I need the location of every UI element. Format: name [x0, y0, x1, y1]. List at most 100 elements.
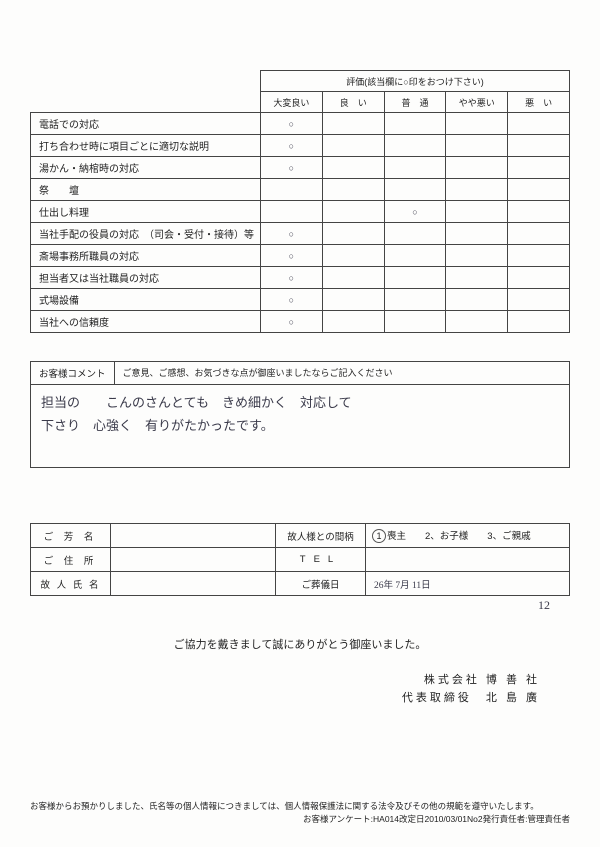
eval-cell[interactable] [322, 311, 384, 333]
eval-cell[interactable] [508, 311, 570, 333]
eval-cell[interactable] [261, 179, 323, 201]
funeral-date-field[interactable]: 26年 7月 11日 [366, 572, 570, 596]
info-table: ご 芳 名 故人様との間柄 1喪主 2、お子様 3、ご親戚 ご 住 所 TEL … [30, 523, 570, 596]
eval-row-label: 電話での対応 [31, 113, 261, 135]
eval-cell[interactable] [384, 267, 446, 289]
comment-body[interactable]: 担当の こんのさんとても きめ細かく 対応して 下さり 心強く 有りがたかったで… [30, 384, 570, 468]
eval-cell[interactable] [322, 267, 384, 289]
eval-row-label: 斎場事務所職員の対応 [31, 245, 261, 267]
eval-cell[interactable] [446, 311, 508, 333]
eval-cell[interactable] [322, 201, 384, 223]
eval-cell[interactable] [508, 267, 570, 289]
eval-cell[interactable] [384, 113, 446, 135]
company-block: 株式会社 博 善 社 代表取締役 北 島 廣 [30, 672, 570, 707]
eval-cell[interactable] [446, 201, 508, 223]
company-name: 株式会社 博 善 社 [30, 672, 540, 690]
rating-header-1: 良 い [322, 92, 384, 113]
eval-row: 祭 壇 [31, 179, 570, 201]
eval-cell[interactable]: ○ [261, 267, 323, 289]
eval-row: 当社手配の役員の対応 （司会・受付・接待）等○ [31, 223, 570, 245]
addr-field[interactable] [111, 548, 276, 572]
eval-cell[interactable] [322, 289, 384, 311]
eval-cell[interactable] [508, 245, 570, 267]
eval-cell[interactable] [508, 135, 570, 157]
rating-header-3: やや悪い [446, 92, 508, 113]
eval-row-label: 仕出し料理 [31, 201, 261, 223]
funeral-date-label: ご葬儀日 [276, 572, 366, 596]
eval-row-label: 式場設備 [31, 289, 261, 311]
name-field[interactable] [111, 524, 276, 548]
eval-cell[interactable] [322, 157, 384, 179]
eval-cell[interactable] [508, 157, 570, 179]
footer: お客様からお預かりしました、氏名等の個人情報につきましては、個人情報保護法に関す… [30, 800, 570, 827]
rating-header-0: 大変良い [261, 92, 323, 113]
eval-cell[interactable] [446, 135, 508, 157]
eval-row: 湯かん・納棺時の対応○ [31, 157, 570, 179]
comment-instruction: ご意見、ご感想、お気づきな点が御座いましたならご記入ください [115, 362, 569, 384]
eval-row: 当社への信頼度○ [31, 311, 570, 333]
eval-row: 電話での対応○ [31, 113, 570, 135]
comment-section: お客様コメント ご意見、ご感想、お気づきな点が御座いましたならご記入ください 担… [30, 361, 570, 468]
eval-row-label: 湯かん・納棺時の対応 [31, 157, 261, 179]
eval-cell[interactable] [508, 179, 570, 201]
eval-cell[interactable] [384, 311, 446, 333]
rating-header-4: 悪 い [508, 92, 570, 113]
eval-cell[interactable]: ○ [384, 201, 446, 223]
footer-docinfo: お客様アンケート:HA014改定日2010/03/01No2発行責任者:管理責任… [30, 813, 570, 827]
eval-cell[interactable] [322, 245, 384, 267]
eval-cell[interactable] [446, 179, 508, 201]
eval-cell[interactable]: ○ [261, 157, 323, 179]
eval-cell[interactable] [322, 223, 384, 245]
eval-row: 担当者又は当社職員の対応○ [31, 267, 570, 289]
comment-line2: 下さり 心強く 有りがたかったです。 [41, 414, 559, 437]
eval-row: 式場設備○ [31, 289, 570, 311]
eval-cell[interactable] [322, 113, 384, 135]
eval-cell[interactable]: ○ [261, 245, 323, 267]
eval-cell[interactable] [322, 135, 384, 157]
eval-cell[interactable]: ○ [261, 135, 323, 157]
relation-field[interactable]: 1喪主 2、お子様 3、ご親戚 [366, 524, 570, 548]
extra-handwriting: 12 [538, 598, 550, 613]
deceased-field[interactable] [111, 572, 276, 596]
eval-cell[interactable] [384, 135, 446, 157]
eval-row: 打ち合わせ時に項目ごとに適切な説明○ [31, 135, 570, 157]
eval-row-label: 当社への信頼度 [31, 311, 261, 333]
eval-cell[interactable]: ○ [261, 113, 323, 135]
comment-line1: 担当の こんのさんとても きめ細かく 対応して [41, 391, 559, 414]
eval-row-label: 担当者又は当社職員の対応 [31, 267, 261, 289]
tel-field[interactable] [366, 548, 570, 572]
eval-header-instruction-row: 評価(該当欄に○印をおつけ下さい) [31, 71, 570, 92]
eval-cell[interactable] [446, 223, 508, 245]
eval-cell[interactable] [446, 113, 508, 135]
name-label: ご 芳 名 [31, 524, 111, 548]
eval-cell[interactable] [446, 267, 508, 289]
relation-label: 故人様との間柄 [276, 524, 366, 548]
eval-cell[interactable] [508, 289, 570, 311]
eval-cell[interactable] [322, 179, 384, 201]
tel-label: TEL [276, 548, 366, 572]
eval-row: 斎場事務所職員の対応○ [31, 245, 570, 267]
company-rep: 代表取締役 北 島 廣 [30, 690, 540, 708]
eval-cell[interactable] [261, 201, 323, 223]
eval-row-label: 打ち合わせ時に項目ごとに適切な説明 [31, 135, 261, 157]
eval-row: 仕出し料理 ○ [31, 201, 570, 223]
eval-row-label: 当社手配の役員の対応 （司会・受付・接待）等 [31, 223, 261, 245]
eval-cell[interactable] [384, 289, 446, 311]
eval-cell[interactable]: ○ [261, 223, 323, 245]
eval-cell[interactable] [446, 157, 508, 179]
eval-cell[interactable]: ○ [261, 289, 323, 311]
eval-instruction: 評価(該当欄に○印をおつけ下さい) [261, 71, 570, 92]
eval-cell[interactable] [384, 179, 446, 201]
eval-cell[interactable] [508, 223, 570, 245]
evaluation-table: 評価(該当欄に○印をおつけ下さい) 大変良い 良 い 普 通 やや悪い 悪 い … [30, 70, 570, 333]
eval-cell[interactable] [384, 157, 446, 179]
eval-cell[interactable] [384, 245, 446, 267]
eval-cell[interactable] [446, 289, 508, 311]
eval-cell[interactable] [508, 201, 570, 223]
eval-cell[interactable]: ○ [261, 311, 323, 333]
eval-cell[interactable] [384, 223, 446, 245]
comment-label: お客様コメント [31, 362, 115, 384]
eval-cell[interactable] [508, 113, 570, 135]
rating-header-2: 普 通 [384, 92, 446, 113]
eval-cell[interactable] [446, 245, 508, 267]
